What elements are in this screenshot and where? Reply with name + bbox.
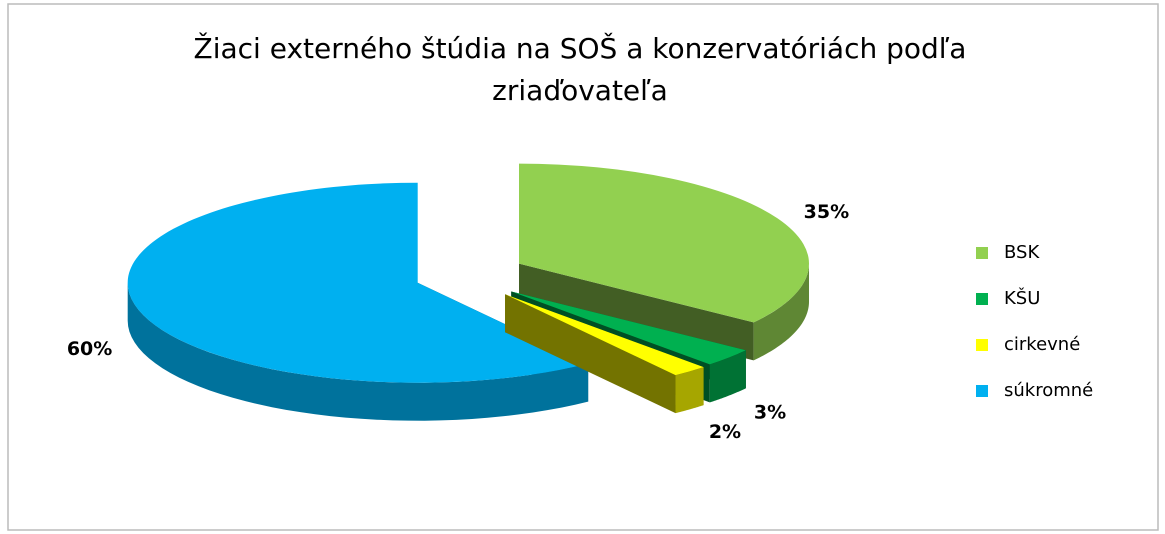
legend-label: KŠU xyxy=(1004,287,1040,309)
data-label: 2% xyxy=(709,421,741,443)
slice xyxy=(519,163,810,323)
data-label: 35% xyxy=(804,201,849,223)
slice-wall xyxy=(127,282,589,421)
slice-side xyxy=(505,294,676,414)
slice xyxy=(511,291,746,365)
data-label: 3% xyxy=(754,402,786,424)
legend-label: cirkevné xyxy=(1004,334,1080,355)
legend-label: súkromné xyxy=(1004,380,1093,401)
legend-swatch xyxy=(976,293,988,305)
legend-swatch xyxy=(976,247,988,259)
slice-wall xyxy=(753,263,810,361)
slice xyxy=(505,294,704,376)
legend-swatch xyxy=(976,385,988,397)
slice xyxy=(127,182,589,383)
data-label: 60% xyxy=(67,338,112,360)
slice-wall xyxy=(675,367,704,414)
slice-side xyxy=(519,263,754,361)
chart-title: Žiaci externého štúdia na SOŠ a konzerva… xyxy=(193,32,967,107)
legend-label: BSK xyxy=(1004,242,1040,263)
legend-swatch xyxy=(976,339,988,351)
slice-wall xyxy=(709,350,746,403)
chart-frame xyxy=(7,3,1159,531)
